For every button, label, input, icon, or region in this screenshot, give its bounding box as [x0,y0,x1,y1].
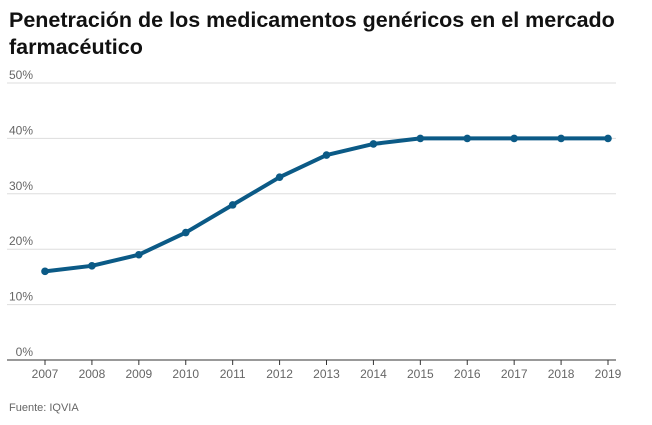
y-tick-label: 40% [9,123,33,137]
data-point [557,134,565,143]
y-tick-label: 10% [9,290,33,304]
y-gridlines [7,82,616,306]
y-tick-label: 50% [9,68,33,82]
data-point [322,151,331,159]
y-tick-label: 20% [9,234,33,248]
x-tick-label: 2008 [79,367,106,381]
source-note: Fuente: IQVIA [9,402,79,414]
x-tick-label: 2009 [125,367,152,381]
data-point [275,173,284,181]
x-tick-label: 2013 [313,367,340,381]
data-point [416,134,425,143]
data-point [135,250,143,259]
x-tick-label: 2014 [360,367,387,381]
x-tick-label: 2018 [548,367,575,381]
y-tick-label: 30% [9,179,33,193]
x-tick-label: 2017 [501,367,528,381]
y-axis-ticks: 0% 10% 20% 30% 40% 50% [9,68,33,359]
data-point [228,201,237,209]
data-point [41,267,49,276]
data-point [369,140,378,148]
x-axis-ticks: 2007 2008 2009 2010 2011 2012 2013 2014 2015 2016… [32,360,622,381]
x-tick-label: 2019 [595,367,622,381]
data-point [88,262,96,270]
chart-title: Penetración de los medicamentos genérico… [9,8,615,59]
x-tick-label: 2011 [220,367,246,381]
data-point [463,134,472,143]
x-tick-label: 2015 [407,367,434,381]
series-points [41,134,612,276]
x-tick-label: 2010 [172,367,199,381]
data-point [510,134,518,143]
data-point [604,134,612,143]
x-tick-label: 2007 [32,367,59,381]
y-tick-label: 0% [16,345,34,359]
x-tick-label: 2012 [266,367,293,381]
data-point [181,228,190,237]
x-tick-label: 2016 [454,367,481,381]
